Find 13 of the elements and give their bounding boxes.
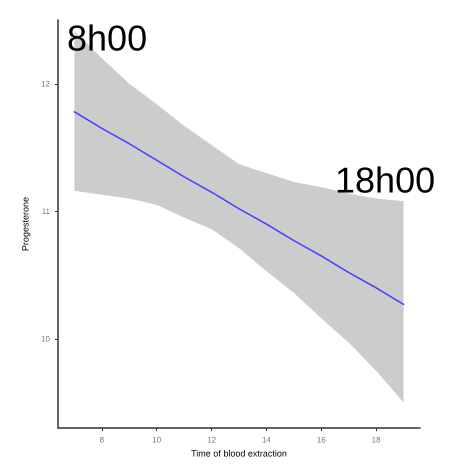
x-tick-label: 8 [100,436,105,445]
y-axis-title: Progesterone [20,197,30,252]
x-tick-label: 18 [372,436,382,445]
y-tick-label: 11 [42,206,51,216]
annotation: 8h00 [67,18,148,58]
x-axis-title: Time of blood extraction [191,448,287,458]
x-tick-label: 12 [207,436,217,445]
x-tick-label: 16 [316,436,326,445]
x-tick-label: 14 [262,436,272,445]
x-tick-label: 10 [152,436,162,445]
annotation: 18h00 [335,160,436,200]
y-tick-label: 10 [41,334,51,344]
y-tick-label: 12 [41,79,51,88]
